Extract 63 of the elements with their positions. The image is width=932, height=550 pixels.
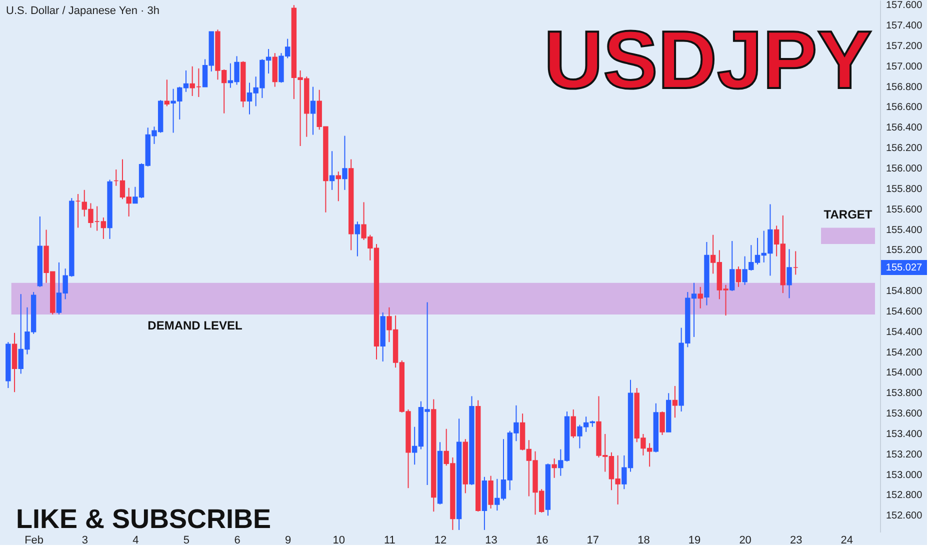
y-tick-label: 154.400 xyxy=(886,326,923,338)
y-tick-label: 152.800 xyxy=(886,490,923,502)
y-tick-label: 153.400 xyxy=(886,428,923,440)
x-tick-label: 4 xyxy=(132,534,139,546)
x-tick-label: 23 xyxy=(790,534,802,546)
x-tick-label: 13 xyxy=(485,534,498,546)
x-tick-label: 12 xyxy=(434,534,447,546)
y-tick-label: 156.600 xyxy=(886,102,923,114)
candlestick xyxy=(164,79,170,107)
x-tick-label: 9 xyxy=(285,534,292,546)
y-tick-label: 157.000 xyxy=(886,61,923,72)
candlestick xyxy=(552,458,557,478)
y-tick-label: 155.400 xyxy=(886,224,923,236)
x-tick-label: 24 xyxy=(840,534,854,546)
x-tick-label: 10 xyxy=(332,534,346,546)
x-tick-label: 5 xyxy=(183,534,190,546)
x-tick-label: 3 xyxy=(82,534,88,546)
candlestick xyxy=(336,171,341,202)
band-label: DEMAND LEVEL xyxy=(148,318,242,333)
chart-title: USDJPY xyxy=(544,15,872,106)
y-tick-label: 156.400 xyxy=(886,122,923,134)
y-tick-label: 155.800 xyxy=(886,184,923,195)
y-tick-label: 154.600 xyxy=(886,306,923,318)
candlestick xyxy=(310,86,316,136)
x-tick-label: 6 xyxy=(234,534,240,546)
candlestick xyxy=(672,385,678,418)
y-tick-label: 153.200 xyxy=(886,449,923,460)
candlestick xyxy=(698,286,703,309)
y-tick-label: 156.000 xyxy=(886,163,923,174)
candlestick xyxy=(488,475,494,510)
y-tick-label: 157.200 xyxy=(886,40,923,52)
y-tick-label: 154.000 xyxy=(886,368,923,379)
y-tick-label: 155.600 xyxy=(886,204,923,216)
y-tick-label: 153.800 xyxy=(886,388,923,400)
candlestick xyxy=(786,248,792,299)
y-tick-label: 156.800 xyxy=(886,82,923,93)
candlestick xyxy=(736,266,742,288)
y-tick-label: 157.600 xyxy=(886,0,923,12)
x-tick-label: 17 xyxy=(586,534,600,546)
band-label: TARGET xyxy=(824,208,873,222)
annotation: LIKE & SUBSCRIBE xyxy=(16,504,272,534)
candlestick xyxy=(660,411,665,436)
y-tick-label: 154.800 xyxy=(886,286,923,298)
candlestick xyxy=(342,135,348,190)
y-tick-label: 152.600 xyxy=(886,510,923,522)
y-tick-label: 155.200 xyxy=(886,245,923,256)
y-tick-label: 157.400 xyxy=(886,20,923,32)
x-tick-label: 11 xyxy=(384,534,396,546)
x-tick-label: Feb xyxy=(24,534,44,546)
x-tick-label: 19 xyxy=(688,534,701,546)
text: 155.027 xyxy=(886,262,923,274)
x-tick-label: 16 xyxy=(536,534,548,546)
candlestick xyxy=(730,240,735,292)
x-tick-label: 18 xyxy=(638,534,650,546)
candlestick xyxy=(329,150,335,190)
y-tick-label: 153.000 xyxy=(886,470,923,481)
candlestick xyxy=(570,408,576,439)
y-tick-label: 156.200 xyxy=(886,143,923,154)
candlestick xyxy=(354,221,360,257)
y-tick-label: 154.200 xyxy=(886,347,923,358)
y-tick-label: 153.600 xyxy=(886,408,923,420)
x-tick-label: 20 xyxy=(739,534,752,546)
chart-subtitle: U.S. Dollar / Japanese Yen · 3h xyxy=(6,5,160,17)
